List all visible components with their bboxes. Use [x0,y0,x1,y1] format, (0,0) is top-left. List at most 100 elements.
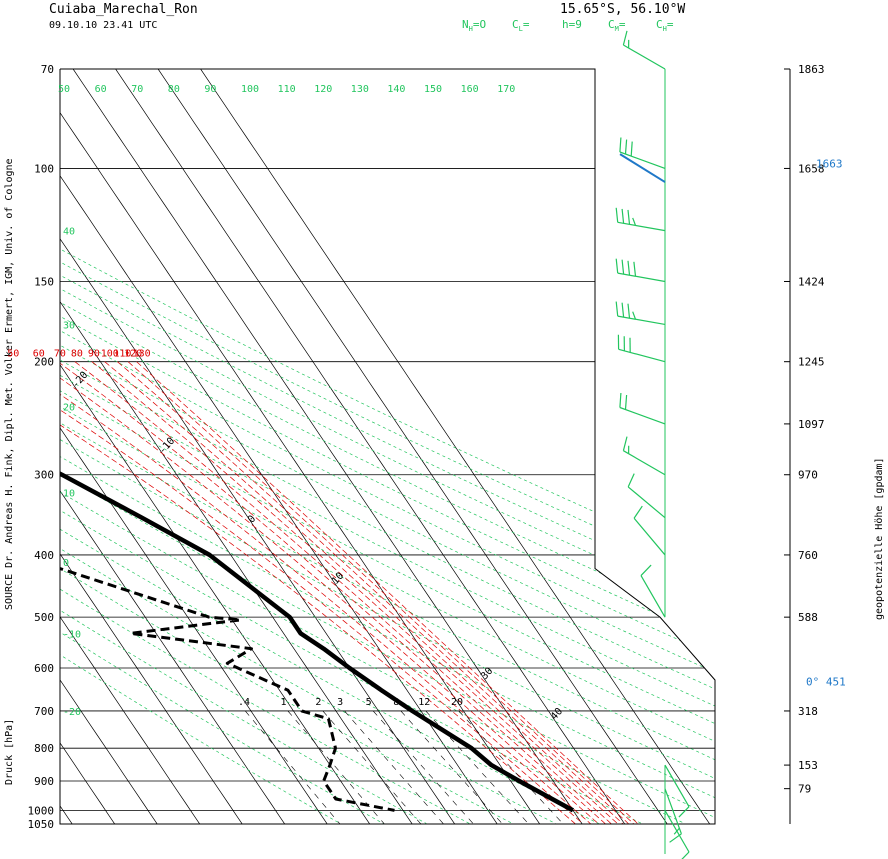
wind-barb [615,301,666,326]
moist-adiabat-label: 70 [54,349,66,360]
geopotential-tick-label: 1863 [798,63,825,76]
dry-adiabat-line [60,69,599,824]
wind-barb [619,392,666,425]
mixing-ratio-line [245,710,341,824]
isotherm-label: 10 [330,571,346,587]
moist-adiabat-label: 100 [101,349,119,360]
geopotential-tick-label: 79 [798,783,811,796]
dry-adiabat-label: 110 [278,84,296,95]
wind-barb [615,207,666,232]
moist-adiabat-line [74,361,612,824]
pressure-tick-label: 300 [34,469,54,482]
dry-adiabat-line [60,69,685,824]
dry-adiabat-label: 40 [63,227,75,238]
moist-adiabat-line [136,361,639,824]
moist-adiabat-line [60,361,576,824]
dry-adiabat-label: 50 [58,84,70,95]
dry-adiabat-line [60,69,556,824]
pressure-tick-label: 400 [34,549,54,562]
moist-adiabat-line [60,361,592,824]
wind-barb [664,764,690,818]
geopotential-tick-label: 318 [798,705,818,718]
moist-adiabat-label: 110 [113,349,131,360]
wind-barb [622,436,666,476]
isotherm-line [60,69,328,824]
wind-barb [640,564,666,618]
dry-adiabat-label: 140 [387,84,405,95]
right-axis-label: geopotenzielle Höhe [gpdam] [874,457,885,620]
grid-clipped [60,69,715,824]
pressure-tick-label: 900 [34,775,54,788]
mixing-ratio-line [322,710,422,824]
isotherm-label: 0 [246,514,258,526]
geopotential-tick-label: 970 [798,469,818,482]
geopotential-tick-label: 760 [798,549,818,562]
grid-layer [60,69,715,824]
dry-adiabat-line [60,69,715,824]
dry-adiabat-line [60,69,384,824]
source-credit: SOURCE Dr. Andreas H. Fink, Dipl. Met. V… [4,158,15,610]
isotherm-line [60,69,370,824]
mixing-ratio-label: 3 [337,697,343,708]
plot-frame [59,68,716,825]
geopotential-tick-label: 1245 [798,356,825,369]
moist-adiabat-line [60,361,584,824]
wind-barb [622,30,666,70]
moist-adiabat-label: 120 [124,349,142,360]
dry-adiabat-line [60,69,715,824]
freezing-level-label: 0° 451 [806,676,846,689]
geopotential-tick-label: 1424 [798,276,825,289]
dry-adiabat-label: 70 [131,84,143,95]
dry-adiabat-line [60,69,470,824]
moist-adiabat-line [60,361,599,824]
isotherm-label: 40 [549,706,565,722]
cloud-code-cm: CM= [608,18,626,33]
isotherm-line [60,69,413,824]
geopotential-tick-label: 1097 [798,418,825,431]
wind-barb [664,810,690,859]
pressure-tick-label: 800 [34,742,54,755]
mixing-ratio-label: 2 [315,697,321,708]
cloud-code-nh: NH=O [462,18,486,33]
pressure-tick-label: 700 [34,705,54,718]
isotherm-line [60,69,158,824]
dry-adiabat-line [60,69,715,824]
pressure-tick-label: 500 [34,611,54,624]
pressure-tick-label: 100 [34,162,54,175]
cloud-code-group: NH=O CL= h=9 CM= CH= [462,18,674,33]
station-name: Cuiaba_Marechal_Ron [49,2,198,17]
mixing-ratio-line [425,710,529,824]
station-position: 15.65°S, 56.10°W [560,2,685,17]
wind-barb [627,473,666,519]
wind-barb [619,137,666,170]
isotherm-line [72,69,583,824]
mixing-ratio-label: 1 [281,697,287,708]
dry-adiabat-label: 170 [497,84,515,95]
wind-barb [615,258,666,283]
isotherm-line [60,69,540,824]
isotherm-line [157,69,668,824]
mixing-ratio-label: 5 [366,697,372,708]
dry-adiabat-label: 130 [351,84,369,95]
moist-adiabat-line [60,361,606,824]
moist-adiabat-label: 80 [71,349,83,360]
mixing-ratio-line [458,710,564,824]
dry-adiabat-label: 30 [63,321,75,332]
geopotential-tick-label: 1658 [798,162,825,175]
dry-adiabat-line [60,69,715,824]
tropopause-marker [619,153,666,183]
dry-adiabat-label: 60 [95,84,107,95]
isotherm-label: -10 [157,436,177,457]
moist-adiabat-label: 50 [7,349,19,360]
mixing-ratio-label: 12 [418,697,430,708]
pressure-tick-label: 1000 [28,804,55,817]
dry-adiabat-line [60,69,715,824]
tropopause-height-label: 1663 [816,157,843,170]
dry-adiabat-label: -10 [63,629,81,640]
dry-adiabat-line [60,69,715,824]
geopotential-tick-label: 588 [798,611,818,624]
mixing-ratio-label: 20 [451,697,463,708]
pressure-tick-label: 600 [34,662,54,675]
mixing-ratio-line [372,710,474,824]
